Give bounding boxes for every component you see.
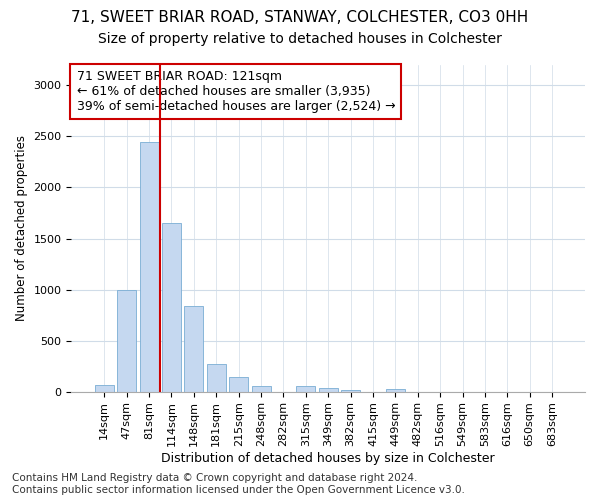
Bar — [140, 142, 158, 392]
Y-axis label: Number of detached properties: Number of detached properties — [15, 136, 28, 322]
Bar — [386, 388, 405, 392]
Bar — [251, 386, 271, 392]
Text: Size of property relative to detached houses in Colchester: Size of property relative to detached ho… — [98, 32, 502, 46]
Bar — [341, 390, 360, 392]
Text: Contains HM Land Registry data © Crown copyright and database right 2024.
Contai: Contains HM Land Registry data © Crown c… — [12, 474, 465, 495]
Bar — [117, 290, 136, 392]
Bar — [184, 306, 203, 392]
Bar — [95, 386, 114, 392]
Bar — [319, 388, 338, 392]
Text: 71, SWEET BRIAR ROAD, STANWAY, COLCHESTER, CO3 0HH: 71, SWEET BRIAR ROAD, STANWAY, COLCHESTE… — [71, 10, 529, 25]
Text: 71 SWEET BRIAR ROAD: 121sqm
← 61% of detached houses are smaller (3,935)
39% of : 71 SWEET BRIAR ROAD: 121sqm ← 61% of det… — [77, 70, 395, 113]
Bar — [229, 378, 248, 392]
Bar — [296, 386, 316, 392]
Bar — [162, 223, 181, 392]
Bar — [207, 364, 226, 392]
X-axis label: Distribution of detached houses by size in Colchester: Distribution of detached houses by size … — [161, 452, 495, 465]
